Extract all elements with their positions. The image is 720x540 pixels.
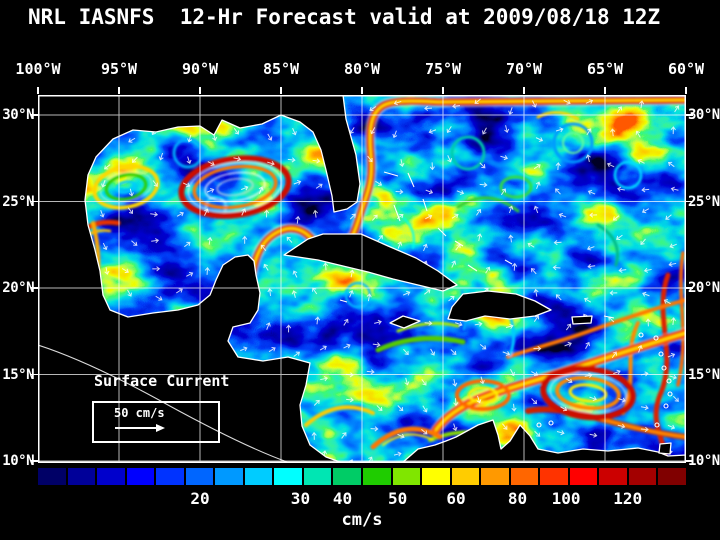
map-border bbox=[38, 95, 686, 463]
axis-tick bbox=[31, 373, 38, 376]
colorbar-segment bbox=[599, 468, 627, 485]
axis-tick bbox=[523, 87, 525, 94]
colorbar-segment bbox=[451, 468, 480, 485]
colorbar-segment bbox=[274, 468, 302, 485]
lon-axis-label: 100°W bbox=[15, 60, 61, 78]
colorbar-segment bbox=[97, 468, 125, 485]
jamaica-coastline bbox=[389, 315, 421, 329]
axis-tick bbox=[361, 87, 363, 94]
page-title: NRL IASNFS 12-Hr Forecast valid at 2009/… bbox=[28, 5, 661, 29]
colorbar-segment bbox=[215, 468, 243, 485]
axis-tick bbox=[31, 200, 38, 203]
axis-tick bbox=[686, 460, 693, 462]
lon-axis-label: 70°W bbox=[505, 60, 543, 78]
axis-tick bbox=[685, 87, 687, 94]
axis-tick bbox=[31, 460, 38, 462]
axis-tick bbox=[118, 87, 120, 94]
lat-axis-label-right: 10°N bbox=[688, 453, 720, 469]
lat-axis-label-right: 25°N bbox=[688, 193, 720, 210]
small-islands bbox=[339, 171, 673, 428]
colorbar-segment bbox=[333, 468, 362, 485]
axis-tick bbox=[280, 87, 282, 94]
colorbar-tick-label: 40 bbox=[332, 489, 353, 508]
colorbar-segment bbox=[303, 468, 332, 485]
colorbar-segment bbox=[510, 468, 539, 485]
axis-tick bbox=[442, 87, 444, 94]
colorbar-segment bbox=[658, 468, 687, 485]
lat-axis-label-left: 15°N bbox=[2, 366, 34, 383]
colorbar-tick-label: 30 bbox=[290, 489, 311, 508]
axis-tick bbox=[31, 287, 38, 289]
axis-tick bbox=[686, 200, 693, 203]
colorbar-segment bbox=[38, 468, 66, 485]
axis-tick bbox=[37, 87, 39, 94]
axis-tick bbox=[686, 373, 693, 376]
colorbar-tick-label: 100 bbox=[551, 489, 581, 508]
colorbar-tick-label: 80 bbox=[507, 489, 528, 508]
latlon-gridlines bbox=[38, 95, 686, 463]
colorbar-segment bbox=[126, 468, 155, 485]
colorbar-segment bbox=[185, 468, 214, 485]
colorbar-segment bbox=[363, 468, 391, 485]
lon-axis-label: 80°W bbox=[343, 60, 381, 78]
colorbar bbox=[38, 468, 687, 485]
lat-axis-label-left: 30°N bbox=[2, 107, 34, 123]
colorbar-unit-label: cm/s bbox=[341, 510, 383, 530]
lat-axis-label-left: 10°N bbox=[2, 453, 34, 469]
hispaniola-coastline bbox=[447, 290, 552, 322]
lat-axis-label-right: 30°N bbox=[688, 107, 720, 123]
lat-axis-label-right: 15°N bbox=[688, 366, 720, 383]
colorbar-tick-label: 20 bbox=[190, 489, 210, 508]
lon-axis-label: 90°W bbox=[181, 60, 219, 78]
axis-tick bbox=[199, 87, 201, 94]
pacific-coastline bbox=[38, 344, 291, 463]
colorbar-tick-label: 50 bbox=[387, 489, 408, 508]
lon-axis-label: 75°W bbox=[424, 60, 462, 78]
scale-value-label: 50 cm/s bbox=[114, 406, 165, 420]
colorbar-segment bbox=[481, 468, 509, 485]
colorbar-segment bbox=[422, 468, 450, 485]
scale-arrow-icon bbox=[115, 424, 165, 432]
colorbar-segment bbox=[244, 468, 273, 485]
colorbar-tick-label: 60 bbox=[446, 489, 466, 508]
surface-current-label: Surface Current bbox=[94, 372, 230, 390]
colorbar-segment bbox=[156, 468, 184, 485]
colorbar-tick-label: 120 bbox=[613, 489, 643, 508]
lon-axis-label: 85°W bbox=[262, 60, 300, 78]
axis-tick bbox=[604, 87, 606, 94]
puerto-rico-coastline bbox=[571, 315, 593, 325]
current-scale-legend: 50 cm/s bbox=[92, 401, 220, 443]
lat-axis-label-right: 20°N bbox=[688, 280, 720, 296]
lon-axis-label: 65°W bbox=[586, 60, 624, 78]
axis-tick bbox=[686, 114, 693, 116]
lon-axis-label: 60°W bbox=[667, 60, 705, 78]
colorbar-segment bbox=[392, 468, 421, 485]
colorbar-segment bbox=[67, 468, 96, 485]
lon-axis-label: 95°W bbox=[100, 60, 138, 78]
axis-tick bbox=[31, 114, 38, 116]
axis-tick bbox=[686, 287, 693, 289]
trinidad-coastline bbox=[658, 442, 672, 455]
lat-axis-label-left: 20°N bbox=[2, 280, 34, 296]
lat-axis-label-left: 25°N bbox=[2, 193, 34, 210]
colorbar-segment bbox=[569, 468, 598, 485]
colorbar-segment bbox=[540, 468, 568, 485]
colorbar-segment bbox=[628, 468, 657, 485]
